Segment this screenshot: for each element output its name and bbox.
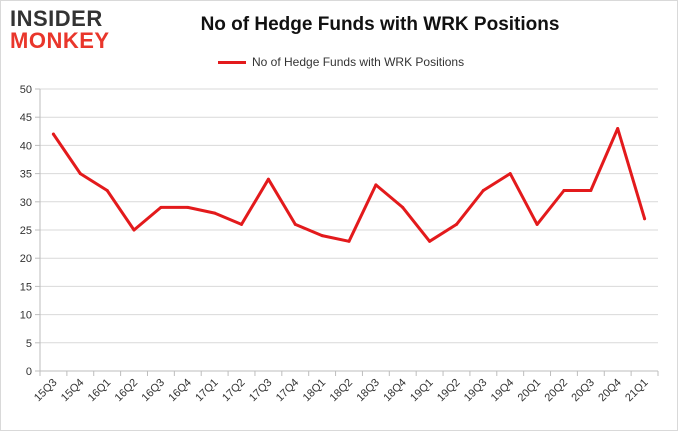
y-tick-label: 15 [20,281,32,293]
data-point [401,205,405,209]
y-tick-label: 20 [20,253,32,265]
data-point [428,239,432,243]
x-tick-label: 20Q1 [516,377,544,405]
x-tick-label: 17Q4 [274,377,302,405]
y-tick-label: 50 [20,84,32,96]
x-tick-label: 20Q3 [569,377,597,405]
x-tick-label: 16Q1 [86,377,114,405]
data-point [51,132,55,136]
data-point [293,222,297,226]
x-tick-label: 18Q2 [328,377,356,405]
x-tick-label: 16Q3 [140,377,168,405]
x-tick-label: 18Q4 [381,377,409,405]
legend-label: No of Hedge Funds with WRK Positions [252,55,465,69]
chart-title: No of Hedge Funds with WRK Positions [200,14,560,35]
insider-monkey-logo: INSIDER MONKEY [10,8,128,54]
y-tick-label: 5 [26,338,32,350]
data-point [347,239,351,243]
data-point [481,189,485,193]
data-point [320,234,324,238]
data-point [562,189,566,193]
x-tick-label: 20Q4 [596,377,624,405]
x-axis: 15Q3 15Q4 16Q1 16Q2 16Q3 16Q4 17Q1 17Q2 17Q3 17Q4… [32,371,659,405]
y-tick-label: 45 [20,112,32,124]
x-tick-label: 17Q3 [247,377,275,405]
x-tick-label: 21Q1 [623,377,651,405]
y-tick-label: 25 [20,225,32,237]
data-point [589,189,593,193]
y-tick-label: 35 [20,169,32,181]
x-tick-label: 16Q4 [166,377,194,405]
legend-swatch [218,60,246,64]
y-tick-label: 30 [20,197,32,209]
data-point [508,172,512,176]
data-point [374,183,378,187]
data-point [454,222,458,226]
data-point [535,222,539,226]
x-tick-label: 18Q1 [301,377,329,405]
logo-line-2: MONKEY [10,28,110,53]
x-tick-label: 15Q4 [59,377,87,405]
series-layer [51,126,647,243]
logo-line-1: INSIDER [10,6,103,31]
x-tick-label: 16Q2 [113,377,141,405]
x-tick-label: 17Q1 [193,377,221,405]
data-point [132,228,136,232]
data-point [616,126,620,130]
x-tick-label: 15Q3 [32,377,60,405]
data-point [266,177,270,181]
x-tick-label: 19Q2 [435,377,463,405]
data-point [105,189,109,193]
x-tick-label: 18Q3 [354,377,382,405]
y-tick-label: 40 [20,140,32,152]
x-tick-label: 19Q3 [462,377,490,405]
x-tick-label: 17Q2 [220,377,248,405]
x-tick-label: 20Q2 [543,377,571,405]
data-point [78,172,82,176]
data-point [213,211,217,215]
data-point [643,217,647,221]
y-tick-label: 0 [26,366,32,378]
data-point [186,205,190,209]
data-point [159,205,163,209]
y-axis: 0 5 10 15 20 25 30 35 40 45 50 [20,84,41,378]
y-tick-label: 10 [20,310,32,322]
x-tick-label: 19Q1 [408,377,436,405]
x-tick-label: 19Q4 [489,377,517,405]
data-point [240,222,244,226]
chart-legend: No of Hedge Funds with WRK Positions [218,54,464,70]
